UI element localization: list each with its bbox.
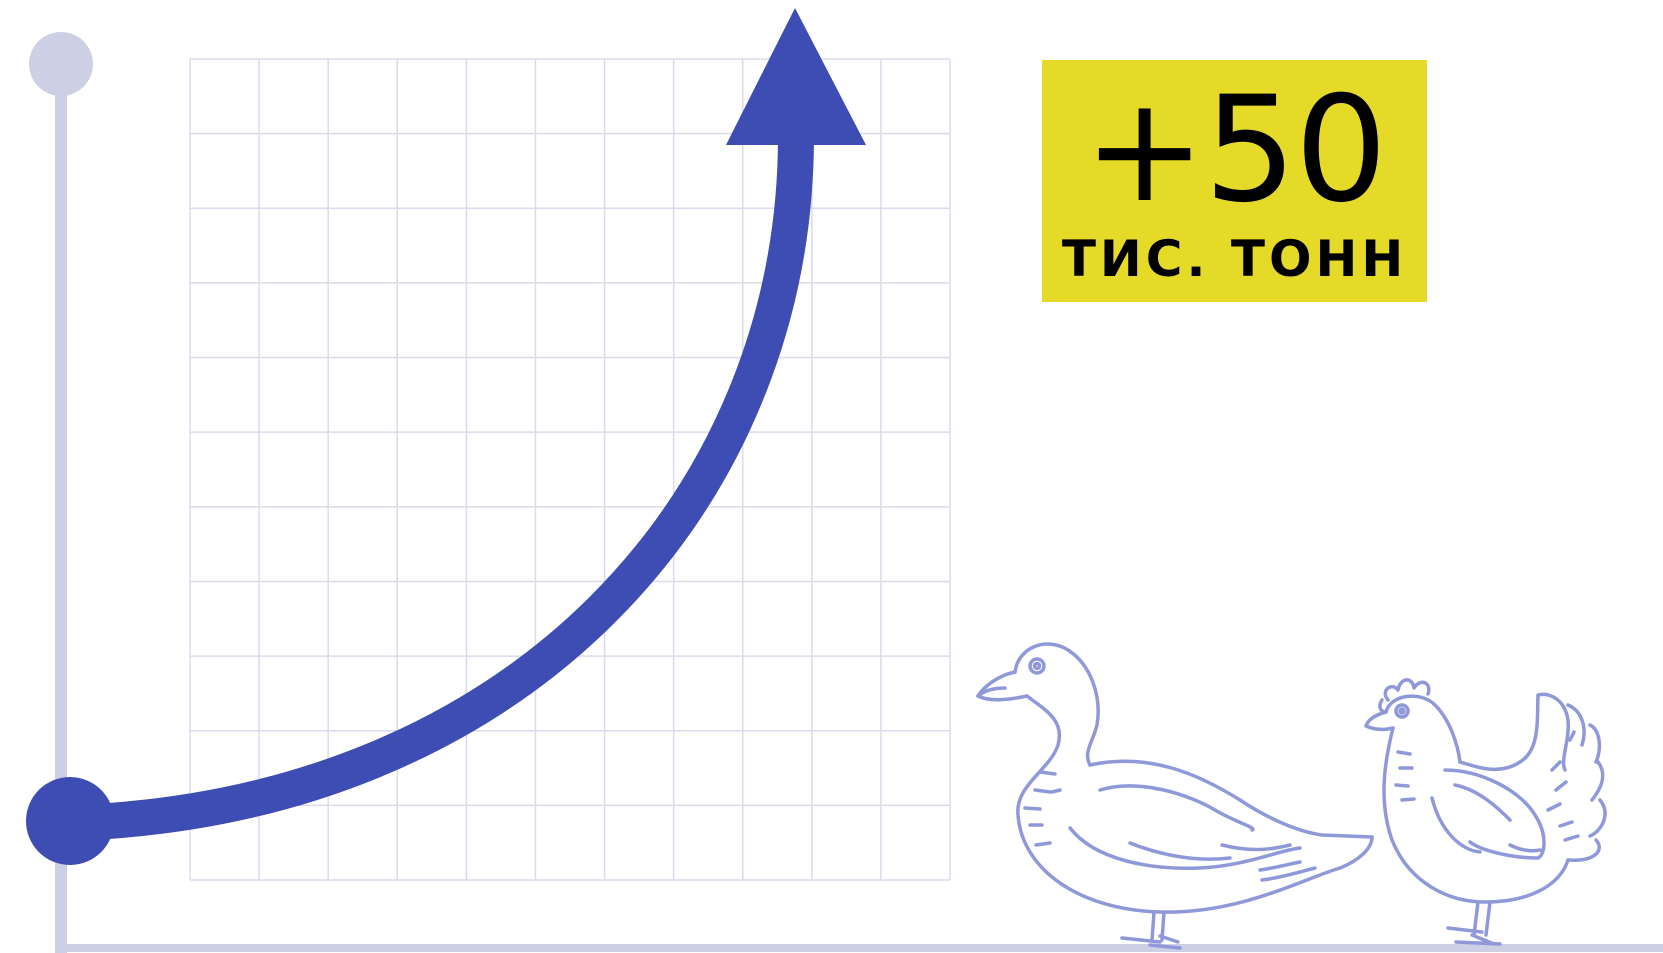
value-badge-bg xyxy=(1042,60,1427,302)
hen-icon xyxy=(1364,678,1607,946)
badge-unit: ТИС. ТОНН xyxy=(1061,230,1408,288)
growth-arrow-head xyxy=(726,8,866,145)
badge-value: +50 xyxy=(1083,65,1387,235)
value-badge: +50 ТИС. ТОНН xyxy=(1042,60,1427,302)
curve-start-dot xyxy=(26,777,114,865)
growth-curve xyxy=(69,137,814,841)
duck-icon xyxy=(976,642,1374,950)
y-axis-top-dot xyxy=(29,32,93,96)
chart-grid xyxy=(189,58,951,881)
